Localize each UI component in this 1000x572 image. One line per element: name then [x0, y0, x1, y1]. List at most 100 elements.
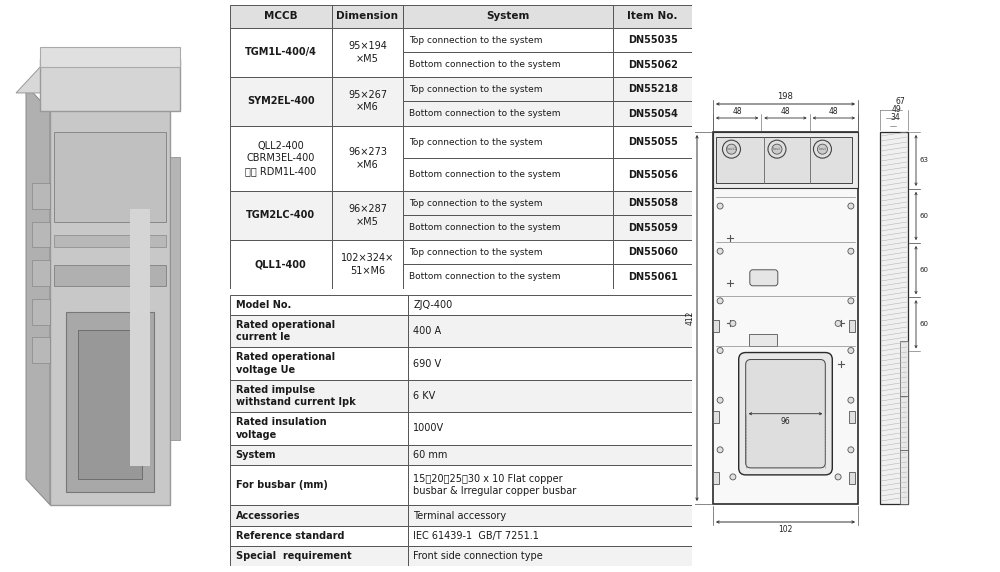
- Bar: [408, 546, 692, 566]
- Text: Lout: Lout: [818, 147, 826, 151]
- Bar: [849, 472, 855, 484]
- Bar: [54, 132, 166, 221]
- Circle shape: [848, 203, 854, 209]
- Bar: [130, 209, 150, 466]
- Bar: [749, 334, 777, 346]
- Text: Top connection to the system: Top connection to the system: [409, 85, 542, 94]
- Text: Bottom connection to the system: Bottom connection to the system: [409, 223, 560, 232]
- Bar: [849, 320, 855, 332]
- Bar: [230, 191, 332, 240]
- Circle shape: [726, 144, 736, 154]
- Text: 34: 34: [890, 113, 900, 122]
- Text: DN55061: DN55061: [628, 272, 678, 281]
- Bar: [32, 337, 50, 363]
- Polygon shape: [26, 85, 50, 505]
- Bar: [230, 315, 408, 347]
- Bar: [230, 412, 408, 444]
- Bar: [230, 77, 332, 126]
- Circle shape: [717, 203, 723, 209]
- Circle shape: [730, 474, 736, 480]
- Bar: [613, 158, 692, 191]
- Bar: [332, 77, 403, 126]
- Bar: [230, 347, 408, 380]
- Text: DN55035: DN55035: [628, 35, 678, 45]
- Circle shape: [148, 407, 160, 422]
- Text: Rated impulse
withstand current Ipk: Rated impulse withstand current Ipk: [236, 385, 355, 407]
- Circle shape: [148, 446, 160, 461]
- Text: 6 KV: 6 KV: [413, 391, 436, 401]
- Bar: [403, 126, 613, 158]
- Circle shape: [772, 144, 782, 154]
- Text: QLL2-400
CBRM3EL-400
人民 RDM1L-400: QLL2-400 CBRM3EL-400 人民 RDM1L-400: [245, 141, 316, 176]
- Circle shape: [717, 298, 723, 304]
- Bar: [408, 412, 692, 444]
- Text: Bottom connection to the system: Bottom connection to the system: [409, 170, 560, 179]
- Bar: [230, 295, 408, 315]
- Bar: [613, 191, 692, 216]
- Bar: [613, 28, 692, 53]
- Bar: [403, 101, 613, 126]
- Circle shape: [717, 397, 723, 403]
- Bar: [403, 53, 613, 77]
- Text: Bottom connection to the system: Bottom connection to the system: [409, 60, 560, 69]
- Bar: [230, 240, 332, 289]
- Circle shape: [717, 348, 723, 353]
- Text: 60: 60: [919, 321, 928, 327]
- FancyBboxPatch shape: [72, 335, 148, 484]
- Text: 95×267
×M6: 95×267 ×M6: [348, 90, 387, 113]
- Circle shape: [717, 248, 723, 254]
- Text: Terminal accessory: Terminal accessory: [413, 511, 507, 521]
- Text: 49: 49: [892, 105, 902, 114]
- Text: DN55218: DN55218: [628, 84, 678, 94]
- Text: System: System: [236, 450, 276, 460]
- Bar: [408, 315, 692, 347]
- Bar: [880, 132, 908, 504]
- Text: Top connection to the system: Top connection to the system: [409, 248, 542, 257]
- Text: IEC 61439-1  GB/T 7251.1: IEC 61439-1 GB/T 7251.1: [413, 531, 539, 541]
- Bar: [54, 235, 166, 247]
- Bar: [50, 106, 170, 505]
- Circle shape: [835, 320, 841, 327]
- Text: System: System: [487, 11, 530, 21]
- Bar: [332, 191, 403, 240]
- Bar: [78, 329, 142, 479]
- Text: 102×324×
51×M6: 102×324× 51×M6: [341, 253, 394, 276]
- Bar: [230, 126, 332, 191]
- Text: 400 A: 400 A: [413, 326, 442, 336]
- Text: 690 V: 690 V: [413, 359, 442, 368]
- Circle shape: [848, 348, 854, 353]
- Text: TGM1L-400/4: TGM1L-400/4: [245, 47, 317, 57]
- Circle shape: [56, 407, 68, 422]
- Circle shape: [848, 298, 854, 304]
- Bar: [403, 216, 613, 240]
- Bar: [613, 216, 692, 240]
- Bar: [403, 191, 613, 216]
- Bar: [613, 126, 692, 158]
- Text: TGM2LC-400: TGM2LC-400: [246, 210, 315, 220]
- Text: Bottom connection to the system: Bottom connection to the system: [409, 109, 560, 118]
- Circle shape: [848, 447, 854, 453]
- Bar: [613, 5, 692, 28]
- Text: Lout1: Lout1: [726, 147, 737, 151]
- Bar: [849, 411, 855, 423]
- FancyBboxPatch shape: [746, 360, 825, 468]
- Bar: [230, 28, 332, 77]
- Text: 60: 60: [919, 213, 928, 219]
- Circle shape: [768, 140, 786, 158]
- Bar: [713, 472, 719, 484]
- Bar: [40, 46, 180, 67]
- Bar: [332, 28, 403, 77]
- Circle shape: [848, 397, 854, 403]
- Bar: [613, 240, 692, 264]
- Bar: [230, 546, 408, 566]
- Bar: [900, 450, 908, 504]
- Text: 412: 412: [686, 311, 695, 325]
- Bar: [40, 59, 180, 111]
- Bar: [713, 320, 719, 332]
- Bar: [900, 396, 908, 450]
- Bar: [713, 132, 858, 504]
- Bar: [230, 526, 408, 546]
- Circle shape: [848, 248, 854, 254]
- Bar: [32, 221, 50, 247]
- Bar: [32, 183, 50, 209]
